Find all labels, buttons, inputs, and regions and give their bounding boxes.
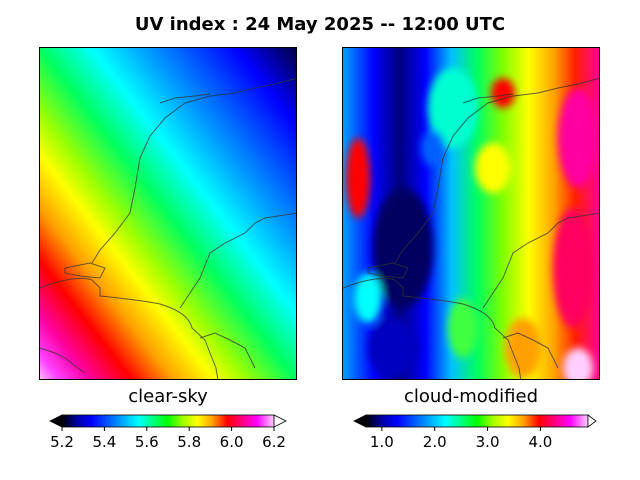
cloud-modified-field	[343, 48, 599, 379]
colorbar-tick-label: 5.2	[50, 433, 74, 451]
colorbar-tick-label: 6.2	[262, 433, 286, 451]
map-title: UV index : 24 May 2025 -- 12:00 UTC	[134, 14, 506, 35]
cloud-modified-label: cloud-modified	[403, 386, 539, 407]
colorbar-tick-label: 5.8	[177, 433, 201, 451]
colorbar-tick-label: 5.4	[92, 433, 116, 451]
cloud-modified-colorbar: 1.0 2.0 3.0 4.0	[353, 414, 597, 451]
clear-sky-map	[39, 47, 297, 380]
clear-sky-field	[40, 48, 296, 379]
colorbar-tick-label: 6.0	[220, 433, 244, 451]
coastline-outline	[40, 78, 296, 379]
cloud-modified-map	[342, 47, 600, 380]
colorbar-tick-label: 4.0	[528, 433, 552, 451]
colorbar-tick-label: 1.0	[370, 433, 394, 451]
clear-sky-colorbar: 5.2 5.4 5.6 5.8 6.0 6.2	[49, 414, 287, 451]
colorbar-tick-label: 3.0	[476, 433, 500, 451]
coastline-outline	[343, 78, 599, 379]
colorbar-tick-label: 5.6	[135, 433, 159, 451]
clear-sky-label: clear-sky	[128, 386, 208, 407]
colorbar-tick-label: 2.0	[423, 433, 447, 451]
